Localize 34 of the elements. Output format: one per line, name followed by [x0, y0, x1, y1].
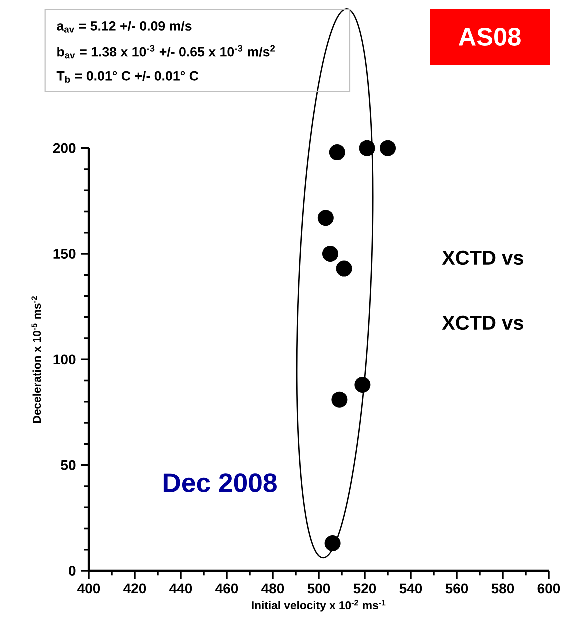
annotation: XCTD vs: [442, 250, 524, 266]
y-tick-label: 50: [61, 460, 76, 470]
point: [329, 144, 346, 161]
x-tick-label: 500: [308, 584, 330, 594]
point: [359, 140, 376, 156]
y-tick-label: 100: [54, 354, 76, 365]
x-tick-label: 480: [262, 584, 284, 594]
annotation: XCTD vs: [442, 316, 524, 330]
point: [324, 536, 341, 552]
x-tick-label: 460: [216, 584, 238, 594]
annotation: Dec 2008: [164, 474, 277, 492]
point: [332, 392, 348, 408]
text: b$_{av}$ = 1.38 x 10$^{-3}$ +/- 0.65 x 10$^{-3}$ m/s$^{2}$: [58, 45, 276, 59]
y-axis-title: Deceleration x 10$^{-5}$ ms$^{-2}$: [32, 296, 42, 424]
point: [318, 210, 334, 226]
x-tick-label: 560: [446, 584, 468, 594]
x-tick-label: 600: [538, 584, 560, 594]
y-tick-label: 200: [53, 143, 76, 154]
x-tick-label: 580: [492, 584, 514, 594]
point: [322, 246, 338, 262]
x-tick-label: 420: [124, 584, 146, 594]
x-tick-label: 440: [170, 584, 192, 594]
text: AS08: [458, 28, 521, 46]
x-axis-title: Initial velocity x 10$^{-2}$ ms$^{-1}$: [252, 600, 386, 612]
y-tick-label: 0: [69, 566, 76, 576]
x-tick-label: 540: [400, 584, 422, 594]
point: [380, 140, 396, 156]
x-tick-label: 400: [78, 584, 100, 594]
x-tick-label: 520: [354, 584, 376, 594]
point: [336, 260, 352, 277]
y-tick-label: 150: [54, 249, 76, 259]
point: [354, 377, 371, 394]
text: T$_{b}$ = 0.01° C +/- 0.01° C: [56, 71, 199, 83]
text: a$_{av}$ = 5.12 +/- 0.09 m/s: [57, 21, 192, 33]
